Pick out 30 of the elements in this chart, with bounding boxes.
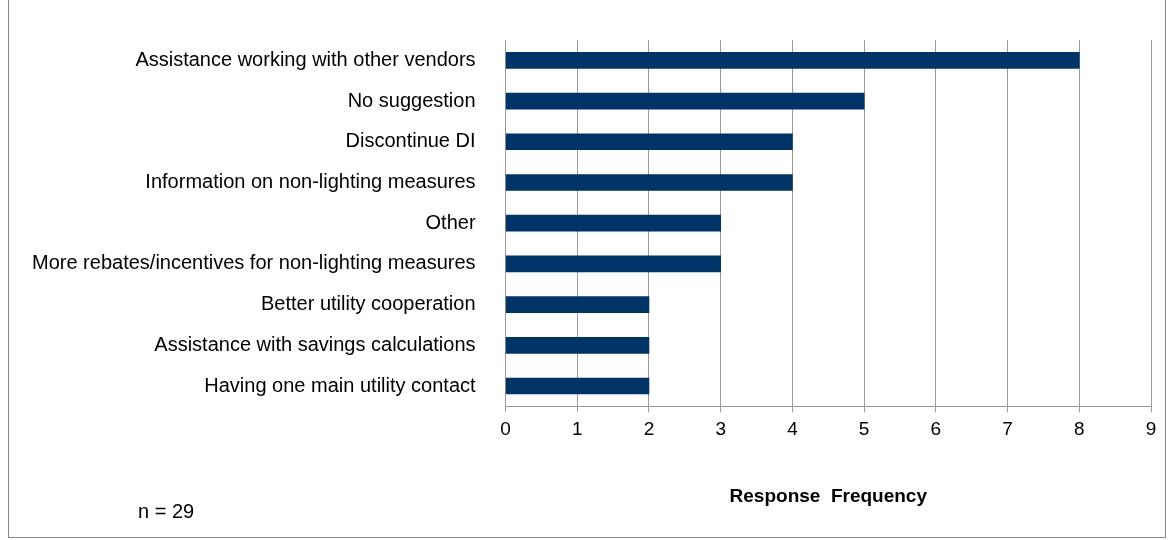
- y-tick-label: Other: [425, 210, 476, 233]
- bar: [505, 174, 793, 191]
- x-axis-title: Response Frequency: [729, 484, 928, 506]
- x-tick-label: 8: [1073, 418, 1085, 440]
- x-tick-label: 3: [715, 418, 726, 440]
- bar: [505, 52, 1080, 69]
- bar: [505, 133, 793, 151]
- x-tick-label: 0: [500, 418, 511, 440]
- y-tick-label: Assistance working with other vendors: [135, 47, 476, 70]
- bar: [505, 296, 650, 313]
- text: n = 29: [138, 499, 195, 522]
- x-tick-label: 6: [930, 418, 942, 440]
- bar: [505, 255, 722, 273]
- y-tick-label: No suggestion: [347, 88, 476, 111]
- y-tick-label: More rebates/incentives for non-lighting measures: [31, 251, 476, 274]
- y-tick-label: Assistance with savings calculations: [154, 332, 476, 355]
- y-tick-label: Better utility cooperation: [260, 292, 476, 315]
- y-tick-label: Discontinue DI: [345, 129, 476, 152]
- x-tick-label: 5: [858, 418, 870, 440]
- x-tick-label: 9: [1145, 418, 1157, 440]
- y-tick-label: Information on non-lighting measures: [145, 170, 476, 192]
- x-tick-label: 4: [787, 418, 799, 440]
- x-tick-label: 2: [643, 418, 655, 440]
- x-tick-label: 7: [1002, 418, 1013, 440]
- y-tick-label: Having one main utility contact: [204, 373, 476, 396]
- x-tick-label: 1: [571, 418, 583, 440]
- bar: [505, 377, 650, 395]
- bar: [505, 214, 722, 232]
- bar: [505, 337, 650, 354]
- bar: [505, 92, 865, 110]
